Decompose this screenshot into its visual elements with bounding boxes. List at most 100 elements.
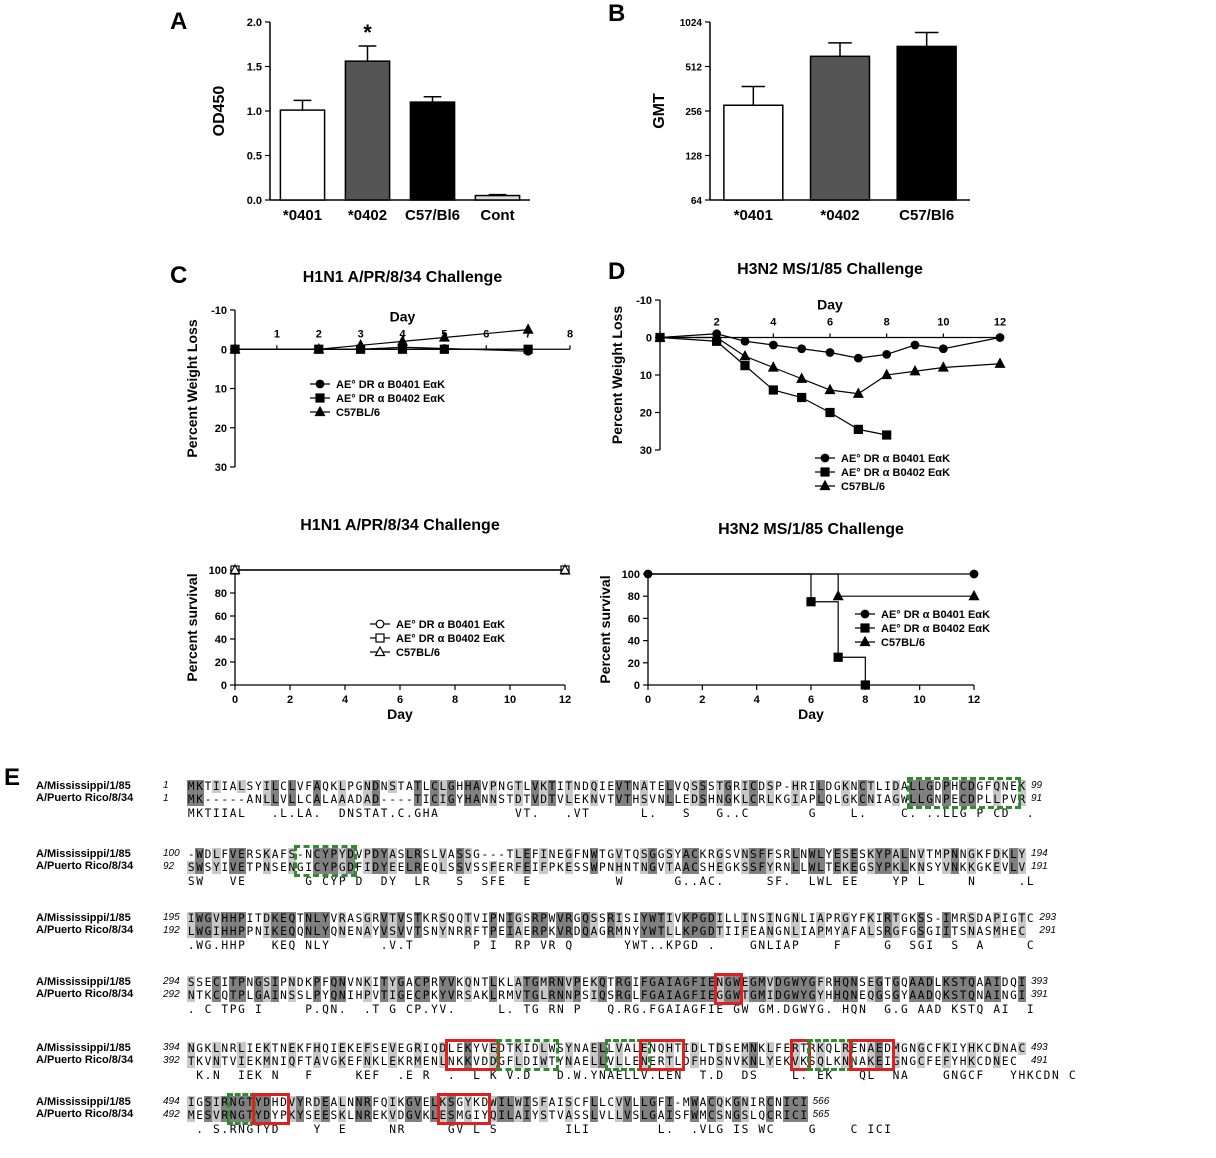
strain-name: A/Mississippi/1/85 [36,1042,131,1054]
legend-marker [820,467,830,477]
end-position: 493 [1031,1042,1048,1053]
data-point [797,392,807,403]
data-point [768,340,778,350]
start-position: 394 [163,1042,180,1053]
epitope-box-red [848,1039,895,1071]
epitope-box-green [605,1039,651,1071]
x-tick-label: 12 [994,317,1006,329]
y-axis-label: OD450 [211,86,228,137]
end-position: 99 [1031,780,1043,791]
y-tick-label: 10 [640,370,652,382]
legend-marker [315,393,325,403]
chart-b-gmt-bars: 64 128 256 512 1024 GMT *0401 *0402 C57/Bl6 [651,18,970,224]
x-tick-label: 4 [770,317,777,329]
legend-marker [315,379,325,389]
epitope-box-red [714,973,744,1005]
data-point [882,349,892,359]
y-tick-label: 1.5 [247,62,262,74]
strain-name: A/Puerto Rico/8/34 [36,860,134,872]
legend-label: AE° DR α B0401 EαK [841,453,950,465]
start-position: 92 [163,861,175,872]
series-line [235,329,529,350]
x-axis-label: Day [817,297,843,313]
data-point [881,368,893,380]
data-point [739,349,751,361]
start-position: 195 [163,912,180,923]
x-tick-label: 2 [287,694,293,706]
legend-marker [860,609,870,619]
epitope-box-red [445,1039,500,1071]
legend-label: AE° DR α B0401 EαK [881,609,990,621]
data-point [740,361,750,371]
data-point [355,339,367,350]
data-point [522,323,534,334]
end-position: 566 [812,1096,830,1107]
x-tick-label: 10 [914,694,926,706]
strain-name: A/Mississippi/1/85 [36,912,131,924]
y-tick-label: 0 [221,344,227,356]
y-tick-label: 2.0 [247,17,262,29]
y-tick-label: 0.5 [247,151,262,163]
end-position: 393 [1031,976,1048,987]
y-tick-label: 256 [685,107,702,118]
x-tick-label: 3 [358,328,364,340]
data-point [397,344,408,354]
x-axis-label: Day [798,706,824,722]
y-tick-label: 0 [646,333,652,345]
x-tick-label: 0 [232,694,238,706]
chart-title: H3N2 MS/1/85 Challenge [737,261,923,278]
panel-label-d: D [608,258,626,285]
data-point [909,364,921,376]
start-position: 192 [163,925,180,936]
x-tick-label: 7 [525,328,531,340]
legend-label: AE° DR α B0402 EαK [881,623,990,635]
y-tick-label: 20 [215,423,227,435]
bar [896,45,957,201]
legend-label: C57BL/6 [881,637,925,649]
panel-label-c: C [170,262,188,289]
strain-name: A/Puerto Rico/8/34 [36,924,134,936]
bar [723,104,784,201]
legend-marker [314,405,326,417]
data-point [797,344,807,354]
end-position: 491 [1031,1055,1048,1066]
data-point [740,336,750,346]
data-point [229,342,241,354]
panel-label-a: A [170,8,188,35]
end-position: 91 [1031,793,1043,804]
x-tick-label: 10 [937,317,949,329]
data-point [654,331,666,342]
panel-label-b: B [608,0,626,27]
epitope-box-green [495,1039,559,1071]
panel-label-e: E [4,764,21,791]
legend-label: AE° DR α B0402 EαK [841,467,950,479]
chart-c-survival: H1N1 A/PR/8/34 Challenge020406080100Perc… [184,517,571,722]
y-tick-label: 60 [628,613,640,625]
legend-marker [374,645,386,657]
x-tick-label: 6 [808,694,814,706]
y-tick-label: 20 [640,408,652,420]
strain-name: A/Puerto Rico/8/34 [36,1108,134,1120]
y-tick-label: 30 [215,462,227,474]
legend-label: C57BL/6 [336,407,380,419]
x-tick-label: 8 [862,694,868,706]
y-axis-label: GMT [651,93,668,129]
y-axis-label: Percent Weight Loss [184,319,200,457]
x-tick-label: 6 [397,694,403,706]
data-point [825,348,835,357]
data-point [559,563,571,575]
strain-name: A/Mississippi/1/85 [36,1096,131,1108]
strain-name: A/Puerto Rico/8/34 [36,792,134,804]
y-tick-label: 0 [634,680,640,692]
data-point [439,344,449,354]
data-point [937,361,949,372]
data-point [711,331,723,342]
